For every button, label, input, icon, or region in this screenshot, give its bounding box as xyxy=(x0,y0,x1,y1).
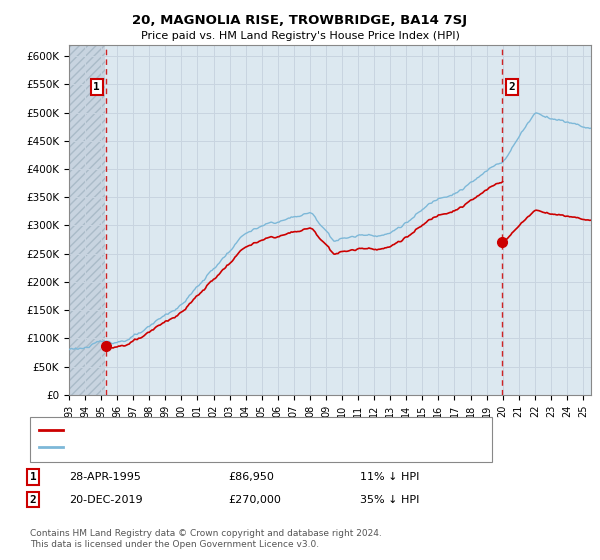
Text: 20, MAGNOLIA RISE, TROWBRIDGE, BA14 7SJ (detached house): 20, MAGNOLIA RISE, TROWBRIDGE, BA14 7SJ … xyxy=(67,424,396,435)
Text: 1: 1 xyxy=(94,82,100,92)
Text: 1: 1 xyxy=(29,472,37,482)
Text: HPI: Average price, detached house, Wiltshire: HPI: Average price, detached house, Wilt… xyxy=(67,442,306,452)
Text: £86,950: £86,950 xyxy=(228,472,274,482)
Text: 2: 2 xyxy=(29,494,37,505)
Text: Price paid vs. HM Land Registry's House Price Index (HPI): Price paid vs. HM Land Registry's House … xyxy=(140,31,460,41)
Text: 20-DEC-2019: 20-DEC-2019 xyxy=(69,494,143,505)
Text: 20, MAGNOLIA RISE, TROWBRIDGE, BA14 7SJ: 20, MAGNOLIA RISE, TROWBRIDGE, BA14 7SJ xyxy=(133,14,467,27)
Text: 2: 2 xyxy=(508,82,515,92)
Text: 28-APR-1995: 28-APR-1995 xyxy=(69,472,141,482)
Text: £270,000: £270,000 xyxy=(228,494,281,505)
Text: 35% ↓ HPI: 35% ↓ HPI xyxy=(360,494,419,505)
Text: 11% ↓ HPI: 11% ↓ HPI xyxy=(360,472,419,482)
Text: Contains HM Land Registry data © Crown copyright and database right 2024.
This d: Contains HM Land Registry data © Crown c… xyxy=(30,529,382,549)
